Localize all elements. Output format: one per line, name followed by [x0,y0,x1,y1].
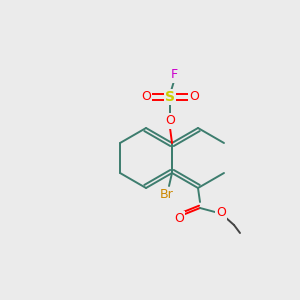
Text: Br: Br [160,188,174,202]
Text: O: O [216,206,226,220]
Text: O: O [189,91,199,103]
Text: O: O [174,212,184,226]
Text: O: O [165,115,175,128]
Text: O: O [141,91,151,103]
Text: F: F [170,68,178,82]
Text: S: S [165,90,175,104]
